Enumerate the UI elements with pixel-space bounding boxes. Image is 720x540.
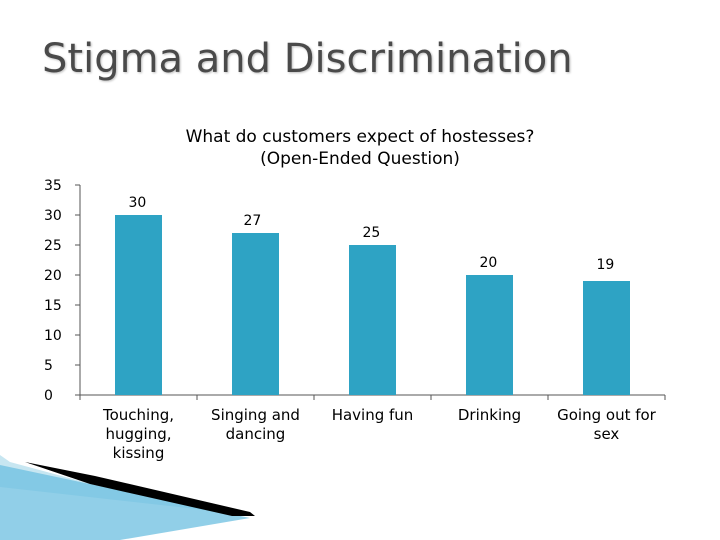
data-label: 19	[597, 257, 615, 273]
x-category-label: dancing	[226, 425, 286, 443]
bar	[583, 281, 630, 395]
x-category-label: Having fun	[332, 406, 414, 424]
x-category-label: sex	[594, 425, 620, 443]
data-label: 25	[363, 225, 381, 241]
bar	[349, 245, 396, 395]
decorative-swoosh-dark	[25, 462, 255, 516]
y-tick-label: 30	[44, 208, 62, 224]
bar	[232, 233, 279, 395]
y-tick-label: 35	[44, 178, 62, 194]
bar	[466, 275, 513, 395]
slide-title: Stigma and Discrimination	[42, 36, 573, 82]
data-label: 20	[480, 255, 498, 271]
y-tick-label: 15	[44, 298, 62, 314]
x-category-label: Drinking	[458, 406, 521, 424]
bar	[115, 215, 162, 395]
chart-bars	[115, 215, 630, 395]
data-label: 27	[244, 213, 262, 229]
y-tick-label: 0	[44, 388, 53, 404]
x-category-label: hugging,	[105, 425, 171, 443]
chart-axes: 0 5 10 15 20 25 30 35	[44, 178, 666, 404]
chart-title: What do customers expect of hostesses? (…	[160, 126, 560, 170]
y-tick-label: 25	[44, 238, 62, 254]
y-tick-label: 10	[44, 328, 62, 344]
y-tick-label: 20	[44, 268, 62, 284]
chart-labels: 30 Touching,hugging,kissing 27 Singing andd…	[102, 195, 657, 462]
chart-subtitle: (Open-Ended Question)	[260, 149, 460, 169]
x-category-label: kissing	[113, 444, 165, 462]
x-category-label: Going out for	[557, 406, 657, 424]
x-category-label: Singing and	[211, 406, 300, 424]
y-tick-label: 5	[44, 358, 53, 374]
decorative-swoosh-blue	[0, 465, 250, 540]
x-category-label: Touching,	[102, 406, 174, 424]
data-label: 30	[129, 195, 147, 211]
chart-title-main: What do customers expect of hostesses?	[185, 127, 535, 147]
